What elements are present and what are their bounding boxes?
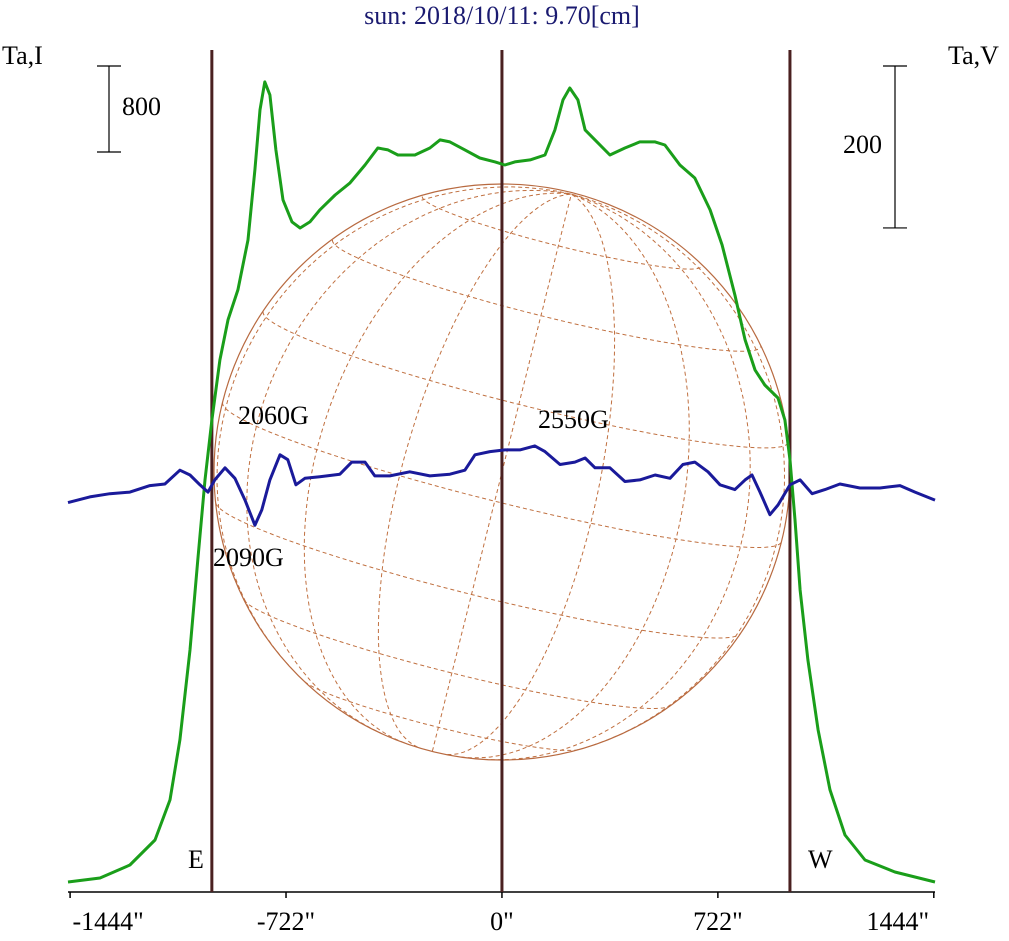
data-line <box>67 80 936 884</box>
chart-title: sun: 2018/10/11: 9.70[cm] <box>364 1 640 30</box>
data-line <box>67 444 936 527</box>
grid-curve <box>304 681 578 751</box>
scale-bar: 200 <box>843 65 907 229</box>
grid-curve <box>216 186 572 671</box>
grid-curve <box>332 240 762 352</box>
grid-curve <box>431 193 572 752</box>
grid-curve <box>262 311 789 449</box>
x-tick-label: 1444" <box>866 907 929 936</box>
limb-label: E <box>188 845 204 874</box>
grid-curve <box>483 193 751 760</box>
scale-bar-label: 800 <box>122 92 161 121</box>
annotation: 2090G <box>213 543 284 572</box>
annotation: 2060G <box>238 401 309 430</box>
limb-label: W <box>808 845 833 874</box>
scale-bar: 800 <box>97 65 161 153</box>
x-tick-label: 722" <box>693 907 743 936</box>
x-tick-label: -722" <box>257 907 315 936</box>
grid-curve <box>377 193 572 748</box>
grid-curve <box>222 402 782 548</box>
annotation: 2550G <box>538 405 609 434</box>
grid-curve <box>243 599 671 709</box>
grid-curve <box>447 193 616 755</box>
x-tick-label: -1444" <box>72 907 143 936</box>
y2-axis-label: Ta,V <box>948 41 999 70</box>
grid-curve <box>421 196 703 270</box>
x-tick-label: 0" <box>490 907 514 936</box>
scale-bar-label: 200 <box>843 130 882 159</box>
y-axis-label: Ta,I <box>2 41 43 70</box>
sun-grid <box>215 186 789 760</box>
grid-curve <box>215 502 741 639</box>
grid-curve <box>246 189 572 735</box>
grid-curve <box>571 193 786 746</box>
